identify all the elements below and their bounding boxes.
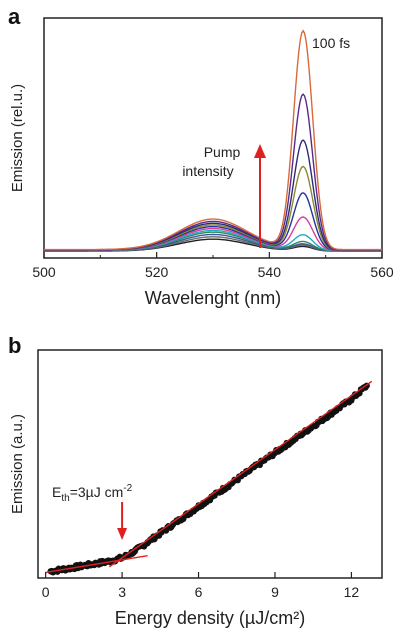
eth-e: E: [52, 484, 61, 500]
panel-b-chart: 0 3 6 9 12 Energy density (µJ/cm²) Emission …: [9, 349, 383, 628]
panel-a-chart: 500 520 540 560 Wavelenght (nm) Emission (r…: [9, 17, 394, 308]
annotation-100fs: 100 fs: [312, 35, 350, 51]
annotation-intensity: intensity: [182, 163, 233, 179]
panel-b-ticks: 0 3 6 9 12: [42, 572, 360, 600]
panel-b-x-tick-label: 12: [344, 584, 360, 600]
panel-a-x-tick-label: 540: [258, 264, 282, 280]
panel-b-fit-lines: [45, 380, 373, 574]
annotation-pump: Pump: [204, 144, 241, 160]
panel-b-letter: b: [8, 333, 21, 358]
panel-b-x-tick-label: 0: [42, 584, 50, 600]
eth-sub: th: [61, 493, 69, 504]
eth-sup: -2: [123, 483, 132, 494]
panel-a-y-axis-title: Emission (rel.u.): [9, 84, 26, 192]
fit-line: [108, 380, 373, 568]
panel-a-letter: a: [8, 4, 21, 29]
threshold-arrow-head: [117, 528, 128, 540]
panel-a-x-tick-label: 560: [370, 264, 394, 280]
panel-b-x-axis-title: Energy density (µJ/cm²): [115, 608, 305, 628]
panel-b-x-tick-label: 3: [118, 584, 126, 600]
emission-series-line: [44, 29, 382, 251]
panel-b-y-axis-title: Emission (a.u.): [9, 414, 26, 514]
eth-value: =3µJ cm: [70, 484, 124, 500]
pump-arrow-head: [254, 144, 266, 158]
panel-a-x-tick-label: 520: [145, 264, 169, 280]
panel-a-x-axis-title: Wavelenght (nm): [145, 288, 281, 308]
panel-b-frame: [37, 349, 383, 579]
threshold-annotation: Eth=3µJ cm-2: [52, 483, 133, 504]
fit-line: [45, 554, 148, 574]
emission-series-line: [44, 165, 382, 251]
panel-a-ticks: 500 520 540 560: [32, 252, 394, 280]
panel-b-points-group: [47, 382, 370, 576]
panel-b-x-tick-label: 6: [195, 584, 203, 600]
panel-b-x-tick-label: 9: [271, 584, 279, 600]
panel-a-series-group: [44, 29, 382, 252]
panel-a-x-tick-label: 500: [32, 264, 56, 280]
